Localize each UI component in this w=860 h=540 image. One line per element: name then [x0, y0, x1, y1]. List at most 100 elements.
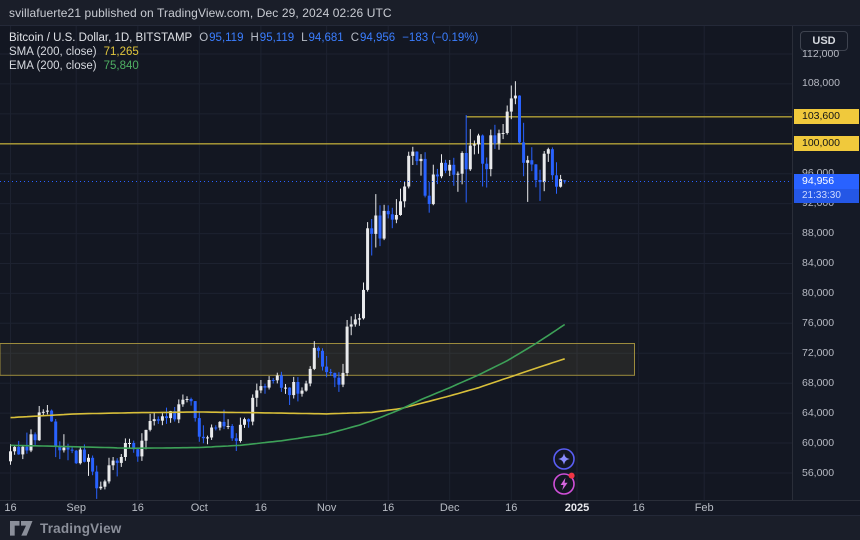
- time-tick: 16: [505, 502, 518, 514]
- notification-dot: [568, 472, 575, 479]
- price-tick: 64,000: [802, 406, 835, 419]
- candle: [29, 429, 33, 453]
- lightning-alert-button[interactable]: [553, 472, 575, 495]
- candle: [218, 421, 222, 431]
- candle: [555, 162, 558, 194]
- candle: [325, 356, 329, 378]
- candle: [181, 394, 185, 407]
- candle: [374, 194, 378, 248]
- price-tick: 88,000: [802, 227, 835, 240]
- candle: [45, 405, 49, 415]
- footer-bar: TradingView: [0, 515, 860, 540]
- candle: [464, 115, 468, 203]
- price-chart-canvas[interactable]: [0, 26, 792, 500]
- candle: [370, 219, 374, 256]
- tradingview-logo-icon[interactable]: [10, 520, 33, 536]
- candle: [54, 419, 58, 458]
- candle: [312, 341, 316, 371]
- open-value: 95,119: [209, 32, 244, 44]
- time-tick: Feb: [694, 502, 714, 514]
- open-label: O: [199, 32, 209, 44]
- candle: [210, 424, 214, 440]
- candle: [546, 147, 550, 162]
- legend-ema-row[interactable]: EMA (200, close) 75,840: [9, 59, 478, 73]
- candle: [382, 204, 386, 241]
- candle: [58, 441, 62, 460]
- candle: [288, 387, 292, 405]
- candle: [345, 320, 349, 377]
- candle: [444, 159, 448, 174]
- time-tick: 16: [131, 502, 144, 514]
- candle: [489, 129, 493, 177]
- candle: [255, 383, 259, 407]
- high-label: H: [250, 32, 259, 44]
- sma-label: SMA (200, close): [9, 46, 97, 58]
- price-tick: 108,000: [802, 77, 840, 90]
- candle: [456, 171, 460, 192]
- candle: [251, 394, 255, 426]
- candle: [136, 449, 140, 462]
- time-tick: 16: [254, 502, 268, 514]
- candle: [226, 419, 230, 430]
- candle: [452, 157, 456, 186]
- sparkle-ai-button[interactable]: [553, 448, 575, 470]
- candle: [419, 154, 423, 176]
- tradingview-brand[interactable]: TradingView: [40, 520, 122, 536]
- published-text: svillafuerte21 published on TradingView.…: [9, 5, 392, 20]
- published-bar: svillafuerte21 published on TradingView.…: [0, 0, 860, 26]
- candle: [505, 105, 509, 135]
- candle: [304, 380, 308, 392]
- candle: [103, 479, 107, 490]
- current-price-label: 94,956 21:33:30: [794, 174, 859, 203]
- price-tick: 72,000: [802, 346, 835, 359]
- candle: [95, 465, 99, 499]
- candle: [234, 433, 238, 451]
- ema-value: 75,840: [103, 60, 139, 72]
- candle: [230, 424, 234, 441]
- candle: [140, 433, 144, 461]
- candle: [493, 124, 497, 149]
- price-tick: 76,000: [802, 316, 835, 329]
- candle: [263, 383, 267, 394]
- candle: [497, 129, 501, 150]
- candle: [341, 363, 345, 388]
- candle: [300, 387, 304, 397]
- candle: [308, 366, 312, 387]
- candle: [333, 372, 337, 388]
- candle: [481, 134, 485, 187]
- candle: [206, 435, 209, 445]
- candle: [177, 399, 181, 424]
- candle: [550, 147, 554, 180]
- candle: [522, 122, 526, 177]
- currency-toggle-button[interactable]: USD: [800, 31, 848, 51]
- candle: [275, 372, 279, 384]
- candle: [160, 413, 164, 426]
- candle: [173, 407, 177, 422]
- candle: [148, 413, 152, 432]
- candle: [477, 133, 480, 154]
- time-tick: Dec: [439, 502, 460, 514]
- candle: [17, 440, 21, 455]
- candle: [111, 457, 115, 471]
- legend-symbol-row[interactable]: Bitcoin / U.S. Dollar, 1D, BITSTAMP O95,1…: [9, 31, 478, 45]
- candle: [353, 314, 357, 327]
- candle: [123, 438, 127, 461]
- candle: [337, 372, 341, 392]
- candle: [21, 446, 25, 460]
- symbol-description[interactable]: Bitcoin / U.S. Dollar, 1D, BITSTAMP: [9, 32, 193, 44]
- price-scale[interactable]: USD 112,000108,00096,00092,00088,00084,0…: [792, 26, 860, 500]
- legend-sma-row[interactable]: SMA (200, close) 71,265: [9, 45, 478, 59]
- price-level-label: 103,600: [794, 109, 859, 125]
- candle: [423, 152, 427, 198]
- candle: [460, 151, 464, 185]
- candle: [165, 407, 168, 424]
- chart-area[interactable]: USD 112,000108,00096,00092,00088,00084,0…: [0, 26, 860, 500]
- candle: [189, 397, 193, 406]
- candle: [128, 438, 131, 448]
- sma-value: 71,265: [103, 46, 139, 58]
- high-value: 95,119: [259, 32, 295, 44]
- time-axis[interactable]: 16 Sep 16 Oct 16 Nov 16 Dec 16 2025 16 Feb: [0, 500, 860, 515]
- candle: [399, 188, 402, 216]
- candle: [78, 447, 82, 465]
- candle: [378, 205, 382, 247]
